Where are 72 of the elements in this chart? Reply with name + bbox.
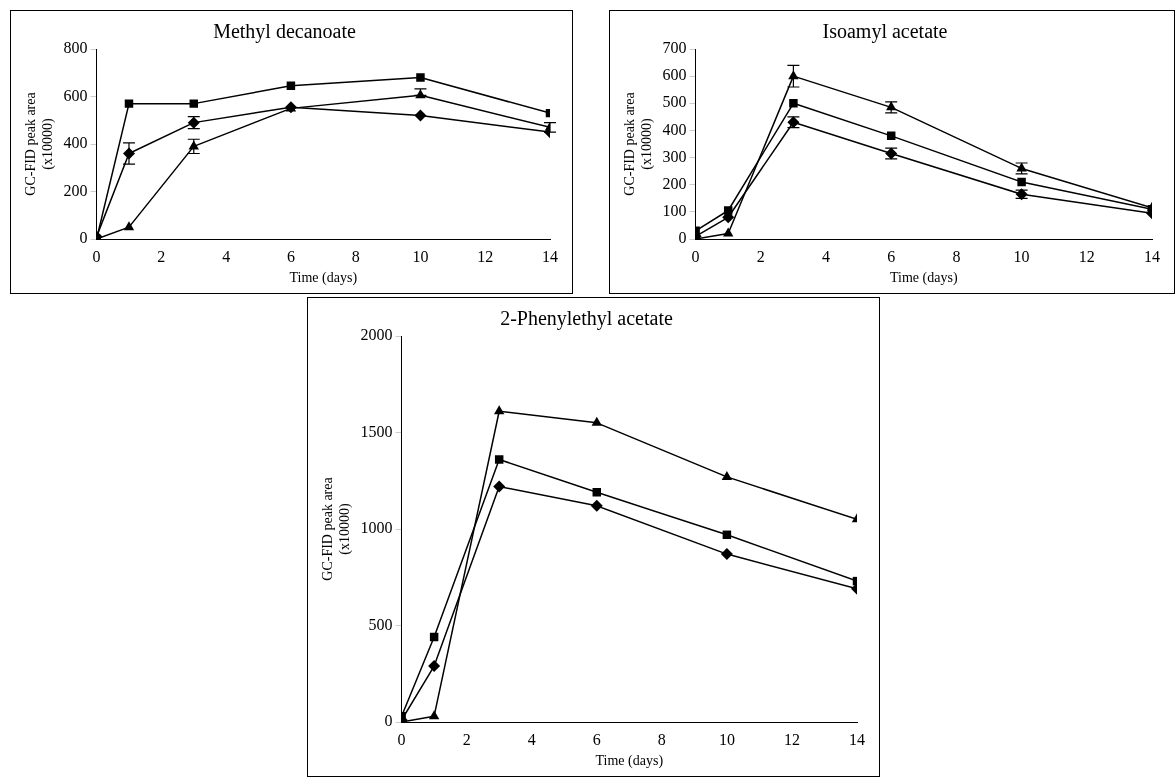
y-tick-label: 400 [662, 120, 687, 138]
x-tick-label: 12 [477, 247, 494, 265]
x-axis-title: Time (days) [595, 753, 664, 770]
y-tick-label: 600 [63, 86, 88, 104]
x-axis-title: Time (days) [289, 270, 358, 287]
y-axis-title: GC-FID peak area (x10000) [23, 91, 56, 196]
point [592, 488, 602, 497]
x-tick-label: 6 [887, 247, 896, 265]
y-tick-label: 600 [662, 66, 687, 84]
y-tick-label: 500 [368, 615, 393, 633]
x-tick-label: 12 [1078, 247, 1095, 265]
chart-title: Methyl decanoate [213, 20, 356, 44]
y-tick-label: 300 [662, 147, 687, 165]
x-tick-label: 10 [718, 730, 735, 748]
x-tick-label: 0 [92, 247, 101, 265]
y-tick-label: 1500 [360, 422, 393, 440]
y-tick-label: 100 [662, 202, 687, 220]
x-tick-label: 10 [1013, 247, 1030, 265]
point [414, 109, 427, 122]
y-axis-title: GC-FID peak area (x10000) [622, 91, 655, 196]
y-tick-label: 0 [678, 229, 687, 247]
y-tick-label: 200 [662, 174, 687, 192]
chart-title: 2-Phenylethyl acetate [500, 307, 673, 331]
x-tick-label: 10 [412, 247, 429, 265]
point [788, 70, 799, 80]
point [723, 227, 734, 237]
x-tick-label: 0 [691, 247, 700, 265]
x-tick-label: 2 [157, 247, 166, 265]
x-axis-title: Time (days) [890, 270, 958, 287]
x-tick-label: 14 [1144, 247, 1160, 265]
point [493, 480, 506, 493]
point [493, 405, 505, 415]
x-tick-label: 14 [542, 247, 558, 265]
x-tick-label: 14 [849, 730, 865, 748]
point [720, 548, 733, 561]
point [428, 660, 441, 673]
x-tick-label: 2 [756, 247, 765, 265]
point [591, 416, 602, 426]
y-axis-title: GC-FID peak area (x10000) [320, 476, 353, 581]
x-tick-label: 4 [822, 247, 830, 265]
point [789, 99, 798, 108]
point [124, 99, 134, 108]
x-tick-label: 2 [462, 730, 471, 748]
x-tick-label: 8 [952, 247, 961, 265]
x-tick-label: 6 [592, 730, 601, 748]
y-tick-label: 0 [79, 229, 88, 247]
y-tick-label: 800 [63, 39, 88, 57]
point [122, 147, 135, 160]
y-tick-label: 2000 [360, 326, 393, 344]
x-tick-label: 0 [397, 730, 406, 748]
point [1017, 177, 1026, 187]
point [416, 73, 425, 82]
y-tick-label: 0 [384, 712, 393, 730]
chart-title: Isoamyl acetate [822, 20, 948, 44]
x-tick-label: 4 [222, 247, 231, 265]
x-tick-label: 12 [783, 730, 800, 748]
point [428, 710, 440, 720]
x-tick-label: 8 [351, 247, 360, 265]
point [723, 206, 733, 215]
point [189, 99, 198, 108]
x-tick-label: 8 [657, 730, 666, 748]
point [590, 499, 603, 512]
y-tick-label: 1000 [360, 519, 393, 537]
point [123, 221, 135, 231]
point [721, 470, 733, 480]
y-tick-label: 700 [662, 39, 687, 57]
x-tick-label: 6 [286, 247, 295, 265]
y-tick-label: 500 [662, 93, 687, 111]
point [494, 455, 504, 464]
y-tick-label: 200 [63, 181, 88, 199]
y-tick-label: 400 [63, 134, 88, 152]
x-tick-label: 4 [527, 730, 536, 748]
